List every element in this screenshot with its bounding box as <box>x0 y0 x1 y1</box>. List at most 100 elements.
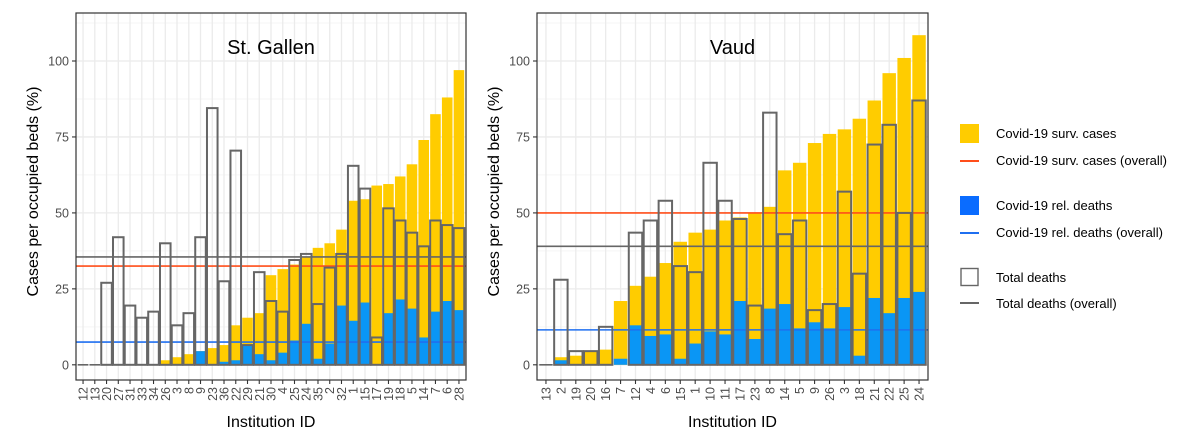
bar-cases <box>882 73 896 365</box>
y-tick-label: 75 <box>516 130 530 144</box>
bar-cases <box>418 139 429 365</box>
x-tick-label: 33 <box>135 387 149 401</box>
x-tick-label: 5 <box>405 387 419 394</box>
bar-cases <box>430 114 441 365</box>
bar-rel-deaths <box>406 308 418 365</box>
bar-total-deaths <box>405 231 419 366</box>
x-tick-label: 29 <box>241 387 255 401</box>
bar-rel-deaths <box>688 343 702 365</box>
bar-rel-deaths <box>628 325 643 365</box>
bar-cases <box>688 232 702 365</box>
x-axis-title: Institution ID <box>688 414 777 431</box>
bar-total-deaths <box>911 99 927 366</box>
x-tick-label: 24 <box>300 387 314 401</box>
x-tick-label: 2 <box>554 387 568 394</box>
bar-cases <box>598 349 613 365</box>
bar-rel-deaths <box>658 334 673 365</box>
bar-cases <box>336 229 347 365</box>
bar-cases <box>912 35 926 365</box>
x-tick-label: 30 <box>265 387 279 401</box>
bar-total-deaths <box>217 280 231 366</box>
x-tick-label: 12 <box>629 387 643 401</box>
bar-rel-deaths <box>418 337 429 365</box>
x-tick-label: 8 <box>763 387 777 394</box>
bar-cases <box>359 199 371 365</box>
bar-cases <box>277 269 289 365</box>
x-axis-title: Institution ID <box>227 414 316 431</box>
legend: Covid-19 surv. cases Covid-19 surv. case… <box>960 124 1167 311</box>
bar-cases <box>613 301 628 365</box>
x-tick-label: 2 <box>323 387 337 394</box>
x-tick-label: 35 <box>311 387 325 401</box>
panel-st-gallen: St. Gallen025507510012132027313334263892… <box>25 12 467 431</box>
bar-cases <box>569 355 583 365</box>
bar-total-deaths <box>393 219 407 366</box>
x-tick-label: 16 <box>599 387 613 401</box>
bar-total-deaths <box>299 252 313 366</box>
bar-rel-deaths <box>312 358 324 365</box>
bar-rel-deaths <box>718 334 732 365</box>
bar-cases <box>852 118 867 365</box>
x-tick-label: 3 <box>171 387 185 394</box>
bar-total-deaths <box>335 252 348 366</box>
bar-total-deaths <box>158 242 172 366</box>
bar-rel-deaths <box>822 328 837 365</box>
bar-total-deaths <box>717 199 733 366</box>
x-tick-label: 13 <box>539 387 553 401</box>
bar-total-deaths <box>777 233 793 366</box>
bar-cases <box>383 184 394 365</box>
legend-key-rel-deaths-fill <box>960 196 979 215</box>
x-tick-label: 7 <box>429 387 443 394</box>
x-tick-label: 25 <box>898 387 912 401</box>
bar-rel-deaths <box>852 355 867 365</box>
bar-total-deaths <box>264 300 278 366</box>
bar-total-deaths <box>642 219 659 366</box>
bar-total-deaths <box>346 164 360 366</box>
bar-rel-deaths <box>265 360 277 365</box>
bar-rel-deaths <box>748 338 762 365</box>
x-tick-label: 27 <box>112 387 126 401</box>
bar-total-deaths <box>194 236 207 366</box>
bar-total-deaths <box>205 107 219 366</box>
x-tick-label: 4 <box>644 387 658 394</box>
x-tick-label: 34 <box>147 387 161 401</box>
bar-rel-deaths <box>867 297 881 365</box>
x-tick-label: 32 <box>335 387 349 401</box>
bar-cases <box>584 351 598 365</box>
x-tick-label: 19 <box>382 387 396 401</box>
bar-rel-deaths <box>430 311 441 365</box>
bar-cases <box>289 264 300 365</box>
bar-cases <box>171 357 183 365</box>
bar-rel-deaths <box>324 343 336 365</box>
bar-cases <box>159 360 171 365</box>
bar-total-deaths <box>866 143 882 366</box>
bar-total-deaths <box>276 310 290 366</box>
bar-cases <box>324 243 336 365</box>
bar-cases <box>673 241 687 365</box>
bar-total-deaths <box>657 199 674 366</box>
x-tick-label: 7 <box>614 387 628 394</box>
bar-cases <box>897 57 911 365</box>
legend-label-total-deaths-overall: Total deaths (overall) <box>996 296 1117 311</box>
x-tick-label: 25 <box>288 387 302 401</box>
bar-cases <box>218 345 230 365</box>
bar-total-deaths <box>702 161 718 366</box>
bar-cases <box>300 256 312 365</box>
bar-rel-deaths <box>733 301 747 365</box>
legend-label-cases-overall: Covid-19 surv. cases (overall) <box>996 153 1167 168</box>
bar-cases <box>265 275 277 365</box>
bar-total-deaths <box>429 219 442 366</box>
bar-total-deaths <box>123 304 137 366</box>
x-tick-label: 12 <box>77 387 91 401</box>
x-tick-label: 15 <box>358 387 372 401</box>
bar-total-deaths <box>358 187 372 366</box>
x-tick-label: 21 <box>253 387 267 401</box>
bar-rel-deaths <box>218 361 230 365</box>
bar-total-deaths <box>252 271 266 366</box>
bar-total-deaths <box>627 231 644 366</box>
bar-rel-deaths <box>643 335 658 365</box>
bar-total-deaths <box>821 303 838 366</box>
legend-label-cases: Covid-19 surv. cases <box>996 126 1117 141</box>
x-tick-label: 19 <box>569 387 583 401</box>
